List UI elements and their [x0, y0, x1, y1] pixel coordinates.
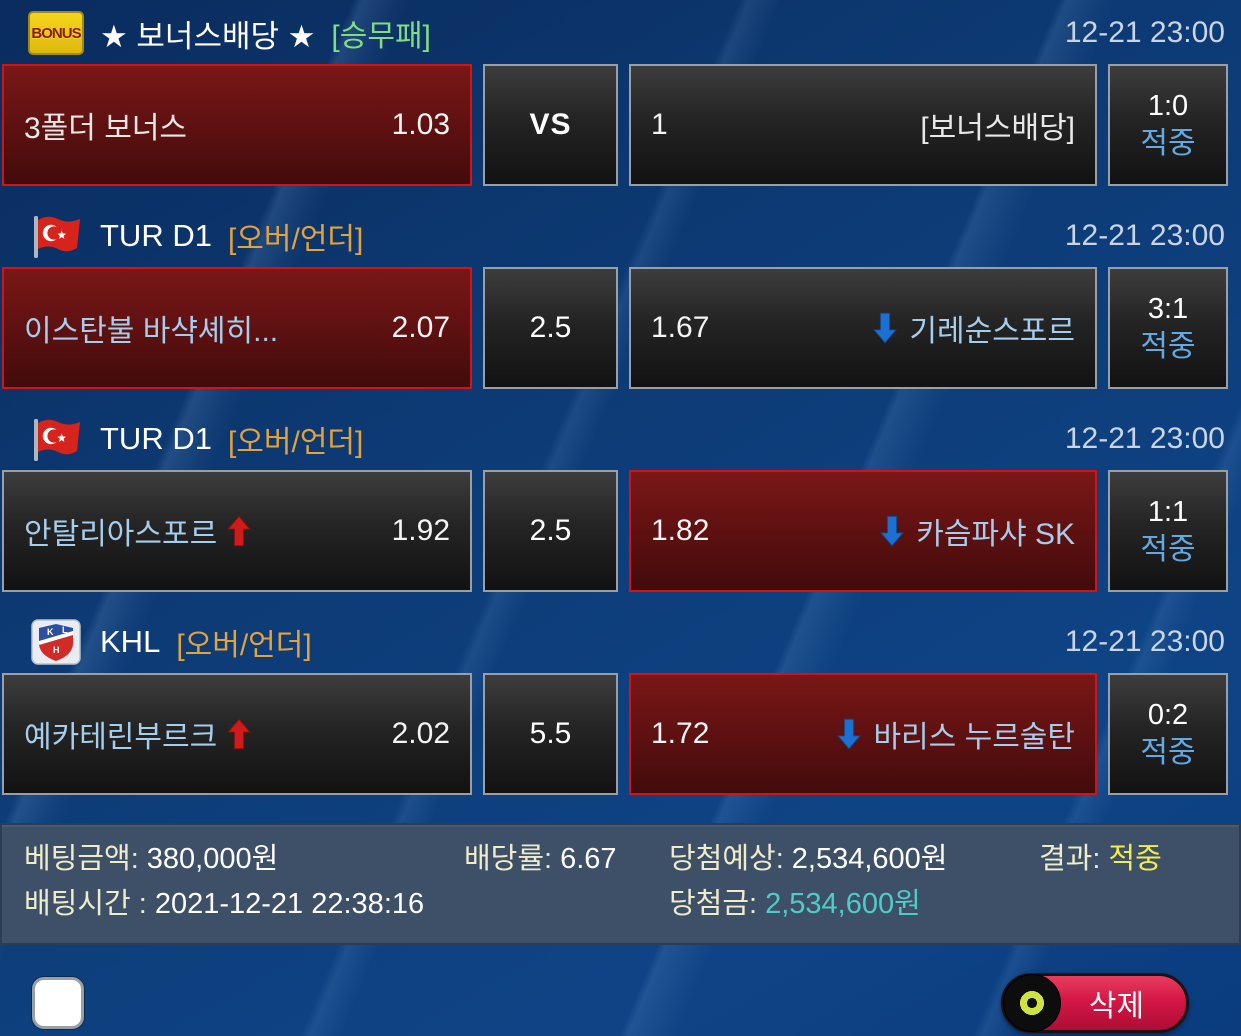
score-box: 1:0 적중 — [1108, 64, 1228, 186]
match-row: 안탈리아스포르 1.92 2.5 1.82 카슴파샤 SK 1:1 — [2, 470, 1228, 592]
group-header: K L H KHL [오버/언더] 12-21 23:00 — [0, 617, 1241, 667]
line-box: 2.5 — [483, 267, 618, 389]
bet-group: BONUS ★ 보너스배당 ★ [승무패] 12-21 23:00 3폴더 보너… — [0, 8, 1241, 186]
match-datetime: 12-21 23:00 — [1064, 219, 1225, 252]
away-selection-box: 1.67 기레순스포르 — [629, 267, 1097, 389]
score-box: 1:1 적중 — [1108, 470, 1228, 592]
home-team-name: 예카테린부르크 — [24, 721, 218, 754]
line-box: 2.5 — [483, 470, 618, 592]
home-selection-box: 안탈리아스포르 1.92 — [2, 470, 472, 592]
away-selection-box: 1.82 카슴파샤 SK — [629, 470, 1097, 592]
odds-up-icon — [227, 515, 252, 547]
away-odds: 1.72 — [651, 717, 710, 750]
select-checkbox[interactable] — [32, 976, 84, 1029]
home-team-name: 안탈리아스포르 — [24, 518, 218, 551]
svg-text:K: K — [47, 627, 54, 637]
khl-logo-icon: K L H — [28, 619, 84, 665]
market-type: [오버/언더] — [227, 223, 364, 256]
away-team-name: 카슴파샤 SK — [916, 518, 1075, 551]
group-header: TUR D1 [오버/언더] 12-21 23:00 — [0, 414, 1241, 464]
home-odds: 1.03 — [391, 108, 450, 141]
win-amount: 당첨금: 2,534,600원 — [669, 887, 921, 920]
league-name: TUR D1 — [100, 218, 212, 253]
match-score: 0:2 — [1147, 698, 1189, 731]
home-odds: 1.92 — [391, 514, 450, 547]
away-selection-box: 1 [보너스배당] — [629, 64, 1097, 186]
odds-up-icon — [227, 718, 252, 750]
target-circle-icon — [1003, 973, 1061, 1032]
match-result: 적중 — [1140, 329, 1196, 363]
score-box: 0:2 적중 — [1108, 673, 1228, 795]
market-type: [오버/언더] — [176, 629, 312, 662]
match-result: 적중 — [1140, 532, 1196, 566]
summary-row: 배팅시간 :2021-12-21 22:38:16 당첨금: 2,534,600원 — [24, 882, 1217, 927]
svg-text:H: H — [53, 645, 60, 655]
match-score: 1:0 — [1147, 89, 1189, 122]
match-row: 예카테린부르크 2.02 5.5 1.72 바리스 누르술탄 0:2 — [2, 673, 1228, 795]
away-selection-box: 1.72 바리스 누르술탄 — [629, 673, 1097, 795]
turkey-flag-icon — [28, 416, 84, 462]
league-name: KHL — [100, 624, 161, 659]
line-box: VS — [483, 64, 618, 186]
away-team-name: 기레순스포르 — [909, 315, 1075, 348]
home-selection-box: 3폴더 보너스 1.03 — [2, 64, 472, 186]
match-score: 1:1 — [1147, 495, 1189, 528]
home-odds: 2.02 — [391, 717, 450, 750]
line-value: 2.5 — [529, 311, 572, 344]
home-team-name: 3폴더 보너스 — [24, 112, 188, 145]
away-team-name: [보너스배당] — [920, 112, 1075, 145]
match-result: 적중 — [1140, 126, 1196, 160]
bet-summary-bar: 베팅금액: 380,000원 배당률: 6.67 당첨예상: 2,534,600원 결… — [0, 823, 1241, 945]
market-type: [승무패] — [331, 20, 431, 53]
home-team-name: 이스탄불 바샥셰히... — [24, 315, 279, 348]
bonus-badge-icon: BONUS — [28, 10, 84, 56]
bet-group: TUR D1 [오버/언더] 12-21 23:00 이스탄불 바샥셰히... … — [0, 211, 1241, 389]
away-team-name: 바리스 누르술탄 — [873, 721, 1075, 754]
odds-rate: 배당률: 6.67 — [464, 843, 617, 875]
turkey-flag-icon — [28, 213, 84, 259]
market-type: [오버/언더] — [227, 426, 364, 459]
delete-button[interactable]: 삭제 — [1001, 972, 1189, 1033]
odds-down-icon — [873, 312, 898, 344]
match-datetime: 12-21 23:00 — [1064, 625, 1225, 658]
line-value: 5.5 — [529, 717, 572, 750]
score-box: 3:1 적중 — [1108, 267, 1228, 389]
home-odds: 2.07 — [391, 311, 450, 344]
svg-text:L: L — [62, 625, 68, 635]
away-odds: 1.67 — [651, 311, 710, 344]
bet-amount: 베팅금액: 380,000원 — [24, 843, 279, 875]
odds-down-icon — [837, 718, 862, 750]
bet-group: TUR D1 [오버/언더] 12-21 23:00 안탈리아스포르 1.92 … — [0, 414, 1241, 592]
line-box: 5.5 — [483, 673, 618, 795]
away-odds: 1.82 — [651, 514, 710, 547]
delete-button-label: 삭제 — [1088, 989, 1145, 1023]
bottom-action-bar: 삭제 — [0, 945, 1241, 1036]
match-row: 3폴더 보너스 1.03 VS 1 [보너스배당] 1:0 적중 — [2, 64, 1228, 186]
odds-down-icon — [880, 515, 905, 547]
match-datetime: 12-21 23:00 — [1064, 16, 1225, 49]
match-result: 적중 — [1140, 735, 1196, 769]
match-datetime: 12-21 23:00 — [1064, 422, 1225, 455]
group-header: TUR D1 [오버/언더] 12-21 23:00 — [0, 211, 1241, 261]
summary-row: 베팅금액: 380,000원 배당률: 6.67 당첨예상: 2,534,600원 결… — [24, 837, 1217, 882]
league-name: TUR D1 — [100, 421, 212, 456]
bet-result: 결과: 적중 — [1039, 843, 1162, 875]
line-value: 2.5 — [529, 514, 572, 547]
bet-time: 배팅시간 :2021-12-21 22:38:16 — [24, 887, 425, 920]
home-selection-box: 이스탄불 바샥셰히... 2.07 — [2, 267, 472, 389]
group-header: BONUS ★ 보너스배당 ★ [승무패] 12-21 23:00 — [0, 8, 1241, 58]
vs-label: VS — [529, 108, 572, 141]
expected-win: 당첨예상: 2,534,600원 — [669, 843, 948, 875]
league-name: ★ 보너스배당 ★ — [100, 18, 316, 54]
bet-group: K L H KHL [오버/언더] 12-21 23:00 예카테린부르크 2.… — [0, 617, 1241, 795]
match-row: 이스탄불 바샥셰히... 2.07 2.5 1.67 기레순스포르 3:1 적중 — [2, 267, 1228, 389]
home-selection-box: 예카테린부르크 2.02 — [2, 673, 472, 795]
away-odds: 1 — [651, 108, 668, 141]
match-score: 3:1 — [1147, 292, 1189, 325]
